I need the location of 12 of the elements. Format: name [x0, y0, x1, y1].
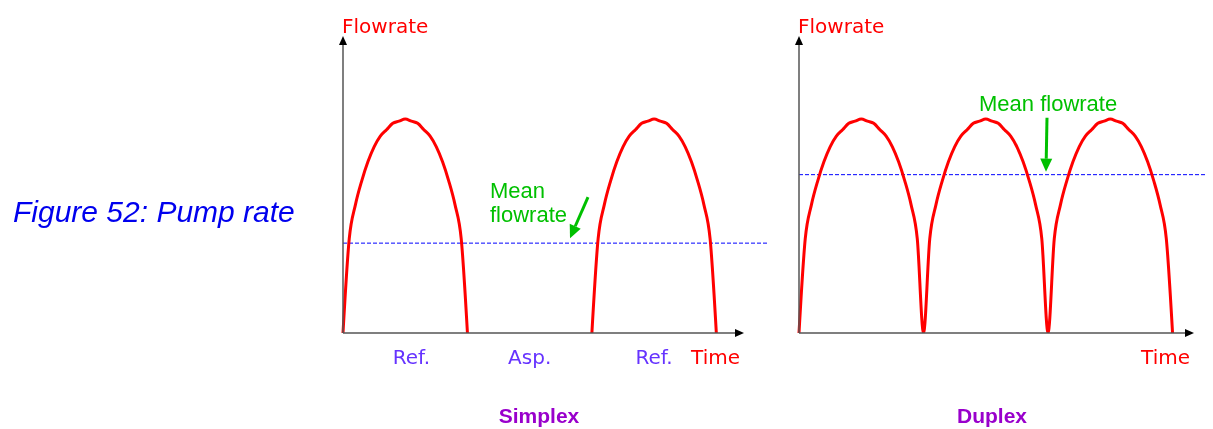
x-axis-title: Time — [1140, 345, 1190, 369]
y-axis-title: Flowrate — [342, 14, 429, 38]
ref-line-label: Mean flowrate — [490, 178, 568, 228]
y-axis-title: Flowrate — [798, 14, 885, 38]
x-tick-label: Ref. — [392, 345, 431, 369]
ref-line-label: Mean flowrate — [979, 90, 1118, 116]
x-tick-label: Ref. — [635, 345, 673, 369]
text: Simplex — [497, 404, 581, 428]
caption: Figure 52: Pump rate — [13, 195, 295, 229]
text: Duplex — [956, 404, 1028, 428]
x-axis-title: Time — [690, 345, 740, 369]
x-tick-label: Asp. — [508, 345, 552, 369]
